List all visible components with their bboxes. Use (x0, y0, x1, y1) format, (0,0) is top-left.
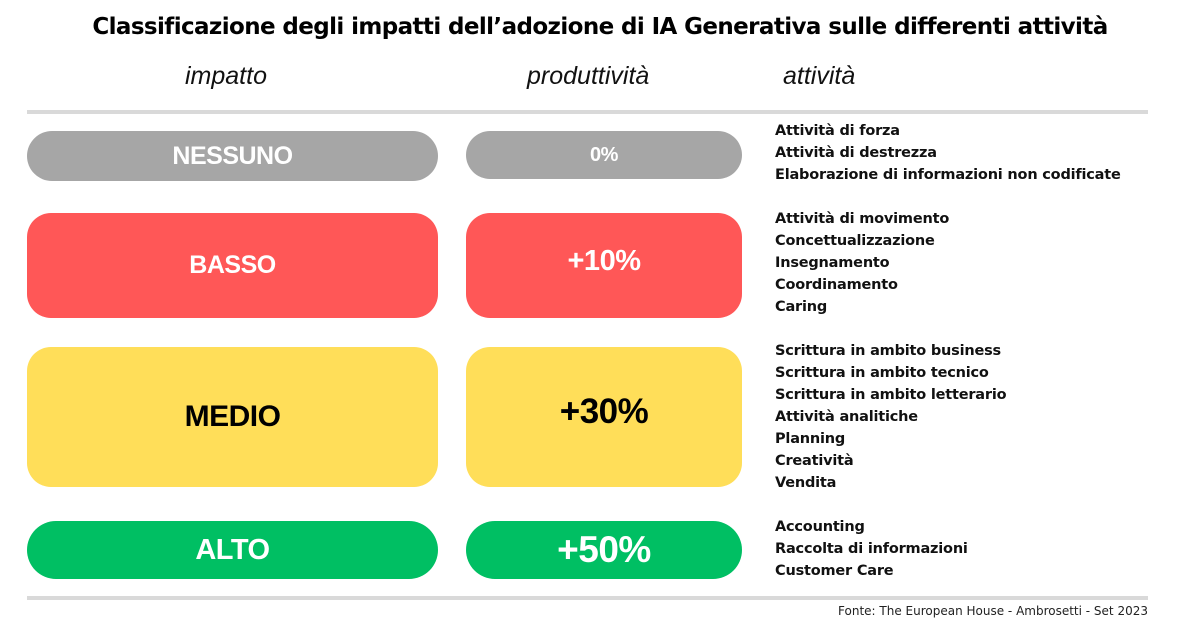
activity-item: Insegnamento (775, 255, 890, 271)
impact-badge-alto: ALTO (27, 521, 438, 579)
activity-item: Coordinamento (775, 277, 898, 293)
activity-item: Planning (775, 431, 846, 447)
activity-item: Elaborazione di informazioni non codific… (775, 167, 1121, 183)
activity-item: Customer Care (775, 563, 894, 579)
activity-list-basso: Attività di movimento Concettualizzazion… (775, 208, 949, 318)
impact-badge-medio: MEDIO (27, 347, 438, 487)
column-header-activities: attività (783, 62, 856, 90)
activity-item: Scrittura in ambito letterario (775, 387, 1007, 403)
activity-item: Attività analitiche (775, 409, 918, 425)
activity-item: Attività di forza (775, 123, 900, 139)
activity-item: Raccolta di informazioni (775, 541, 968, 557)
top-divider (27, 110, 1148, 114)
bottom-divider (27, 596, 1148, 600)
impact-badge-basso: BASSO (27, 213, 438, 318)
activity-list-medio: Scrittura in ambito business Scrittura i… (775, 340, 1007, 494)
activity-item: Concettualizzazione (775, 233, 935, 249)
activity-item: Accounting (775, 519, 865, 535)
productivity-badge-medio: +30% (466, 347, 742, 487)
activity-list-alto: Accounting Raccolta di informazioni Cust… (775, 516, 968, 582)
activity-item: Vendita (775, 475, 837, 491)
source-caption: Fonte: The European House - Ambrosetti -… (838, 604, 1148, 618)
activity-item: Scrittura in ambito business (775, 343, 1001, 359)
activity-item: Scrittura in ambito tecnico (775, 365, 989, 381)
activity-item: Attività di movimento (775, 211, 950, 227)
page-title: Classificazione degli impatti dell’adozi… (92, 14, 1108, 40)
activity-item: Creatività (775, 453, 854, 469)
productivity-badge-nessuno: 0% (466, 131, 742, 179)
impact-badge-nessuno: NESSUNO (27, 131, 438, 181)
column-header-impact: impatto (185, 62, 267, 90)
column-header-productivity: produttività (527, 62, 650, 90)
activity-item: Attività di destrezza (775, 145, 937, 161)
activity-list-nessuno: Attività di forza Attività di destrezza … (775, 120, 1121, 186)
productivity-badge-basso: +10% (466, 213, 742, 318)
productivity-badge-alto: +50% (466, 521, 742, 579)
activity-item: Caring (775, 299, 828, 315)
